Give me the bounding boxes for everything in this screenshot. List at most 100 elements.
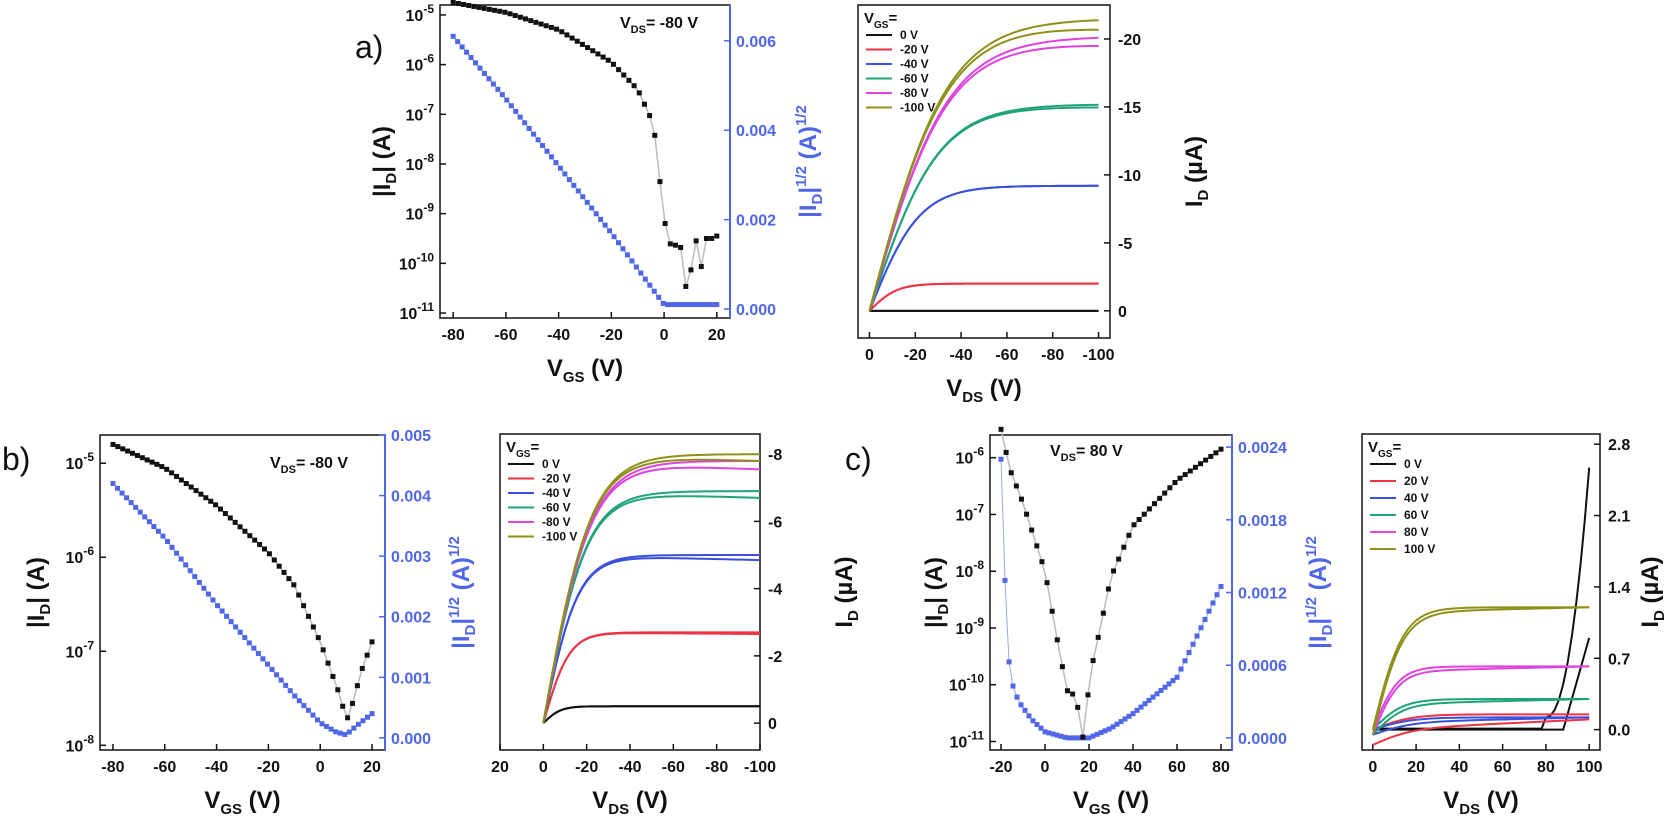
c-transfer-plot-area — [989, 434, 1233, 751]
c-transfer-ylabel: |ID| (A) — [921, 557, 952, 628]
b-transfer-log-point-2 — [120, 446, 126, 452]
c-transfer-log-point-40 — [1203, 457, 1209, 463]
b-transfer-xtick-label-3: -20 — [257, 759, 280, 776]
a-transfer-sqrt-point-4 — [468, 55, 474, 61]
c-transfer-sqrt-point-41 — [1162, 684, 1168, 690]
a-transfer-ytick-label-6: 10-11 — [400, 300, 435, 323]
c-transfer-sqrt-point-6 — [1022, 707, 1028, 713]
a-transfer-annotation: VDS= -80 V — [620, 15, 698, 36]
chart-a-output: 0 -20 -40 -60 -80 -100 0 -5 -10 -15 -20 VGS=0 V-20 … — [857, 4, 1212, 406]
c-transfer-log-point-19 — [1095, 634, 1101, 640]
b-transfer-sqrt-point-16 — [183, 562, 189, 568]
a-transfer-log-point-12 — [512, 13, 518, 19]
b-transfer-sqrt-point-14 — [174, 550, 180, 556]
c-transfer-sqrt-point-3 — [1010, 683, 1016, 689]
c-transfer-sqrt-point-12 — [1046, 730, 1052, 736]
b-output-curve-5-rev — [542, 458, 761, 724]
a-output-legend-title: VGS= — [864, 10, 897, 31]
c-transfer-log-point-22 — [1111, 568, 1117, 574]
b-transfer-sqrt-point-53 — [351, 725, 357, 731]
b-transfer-log-point-5 — [134, 452, 140, 458]
a-transfer-sqrt-point-36 — [611, 234, 617, 240]
a-transfer-sqrt-point-41 — [633, 264, 639, 270]
b-transfer-log-point-53 — [369, 639, 375, 645]
c-output-ytick-label-2: 1.4 — [1608, 580, 1630, 597]
a-transfer-ytick-label-3: 10-8 — [406, 151, 435, 174]
b-transfer-sqrt-point-20 — [201, 585, 207, 591]
b-transfer-sqrt-point-23 — [215, 603, 220, 609]
c-transfer-log-point-34 — [1172, 480, 1178, 486]
b-transfer-sqrt-point-12 — [165, 538, 170, 544]
b-transfer-log-point-6 — [139, 455, 145, 461]
b-transfer-rtick-label-1: 0.001 — [391, 670, 431, 687]
a-transfer-log-point-21 — [559, 29, 565, 35]
c-transfer-sqrt-point-15 — [1058, 733, 1064, 739]
b-transfer-annotation: VDS= -80 V — [270, 455, 348, 476]
b-transfer-log-point-18 — [198, 491, 204, 497]
c-transfer-sqrt-point-2 — [1006, 659, 1012, 665]
a-transfer-sqrt-point-22 — [548, 154, 554, 160]
b-transfer-log-point-27 — [242, 528, 248, 534]
c-transfer-ytick-label-5: 10-11 — [950, 728, 985, 751]
a-transfer-sqrt-point-10 — [495, 86, 501, 92]
c-transfer-sqrt-point-14 — [1054, 732, 1060, 738]
c-transfer-sqrt-point-7 — [1026, 713, 1032, 719]
c-transfer-sqrt-point-17 — [1066, 735, 1072, 741]
a-transfer-log-point-23 — [569, 35, 575, 41]
b-transfer-log-point-38 — [296, 592, 302, 598]
chart-c-transfer: -20 0 20 40 60 80 10-6 10-7 10-8 10-9 10-10 10-11 0.… — [921, 426, 1336, 818]
c-transfer-sqrt-point-22 — [1086, 735, 1092, 741]
a-transfer-log-point-32 — [616, 67, 622, 73]
b-transfer-sqrt-point-30 — [246, 640, 252, 646]
b-transfer-log-point-15 — [183, 481, 189, 487]
c-transfer-xtick-label-0: -20 — [989, 759, 1012, 776]
a-transfer-sqrt-point-58 — [709, 302, 715, 308]
a-output-ylabel: ID (µA) — [1181, 136, 1212, 207]
c-transfer-log-point-1 — [1003, 449, 1009, 455]
c-transfer-log-point-8 — [1039, 559, 1045, 565]
b-transfer-sqrt-point-10 — [155, 528, 161, 534]
c-transfer-ytick-label-4: 10-10 — [949, 672, 984, 695]
a-transfer-log-point-25 — [579, 41, 585, 47]
chart-b-transfer: -80 -60 -40 -20 0 20 10-5 10-6 10-7 10-8 0.000 0.00… — [23, 428, 479, 818]
b-output-curve-4-rev — [542, 466, 761, 724]
a-transfer-sqrt-point-35 — [607, 228, 613, 234]
b-transfer-sqrt-point-50 — [337, 730, 343, 736]
b-transfer-sqrt-point-45 — [315, 717, 320, 723]
b-transfer-log-point-36 — [286, 576, 292, 582]
a-output-legend-label-5: -100 V — [900, 101, 935, 115]
b-transfer-sqrt-point-19 — [196, 579, 202, 585]
chart-a-transfer: -80 -60 -40 -20 0 20 10-5 10-6 10-7 10-8 10-9 10-10… — [369, 0, 826, 386]
c-transfer-sqrt-point-9 — [1034, 721, 1040, 727]
b-transfer-sqrt-point-1 — [115, 485, 120, 491]
a-transfer-log-point-20 — [554, 26, 560, 32]
c-transfer-sqrt-point-42 — [1166, 681, 1172, 687]
a-output-xtick-label-5: -100 — [1083, 347, 1115, 364]
b-transfer-sqrt-point-44 — [310, 712, 316, 718]
c-output-curve-3-rev — [1372, 698, 1590, 736]
a-transfer-sqrt-point-21 — [544, 148, 550, 154]
a-output-xtick-label-3: -60 — [995, 347, 1018, 364]
c-transfer-xlabel: VGS (V) — [1073, 787, 1149, 818]
b-transfer-sqrt-point-55 — [360, 718, 366, 724]
a-transfer-log-point-16 — [533, 19, 539, 25]
b-transfer-log-point-17 — [193, 488, 199, 494]
c-transfer-sqrt-point-29 — [1114, 721, 1120, 727]
c-transfer-sqrt-point-50 — [1198, 625, 1204, 631]
b-transfer-sqrt-point-7 — [142, 514, 148, 520]
c-transfer-sqrt-point-40 — [1158, 688, 1164, 694]
b-output-curve-3-fwd — [542, 490, 761, 724]
a-transfer-log-point-8 — [492, 7, 498, 13]
c-transfer-sqrt-point-8 — [1030, 718, 1036, 724]
a-transfer-sqrt-point-24 — [557, 165, 563, 171]
a-transfer-log-point-33 — [621, 72, 627, 78]
b-transfer-log-point-9 — [154, 461, 160, 467]
a-transfer-sqrt-point-13 — [508, 103, 514, 109]
b-output-curve-0-rev — [542, 705, 760, 724]
a-output-legend-label-0: 0 V — [900, 28, 918, 42]
c-transfer-sqrt-point-55 — [1218, 583, 1224, 589]
a-transfer-log-point-28 — [595, 51, 601, 57]
a-transfer-xtick-label-0: -80 — [442, 327, 465, 344]
b-transfer-sqrt-point-57 — [369, 711, 375, 717]
b-transfer-sqrt-point-17 — [187, 568, 193, 574]
